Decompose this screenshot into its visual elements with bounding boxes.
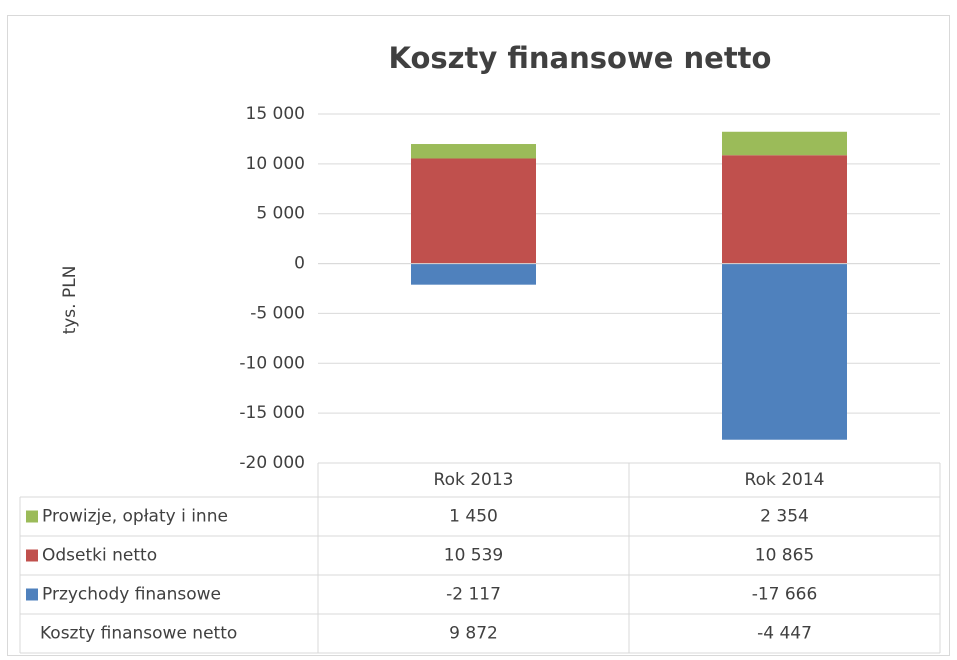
legend-label: Odsetki netto xyxy=(42,546,157,566)
legend-key xyxy=(26,510,38,523)
table-value: 9 872 xyxy=(449,624,498,644)
table-value: -4 447 xyxy=(757,624,812,644)
legend-label: Prowizje, opłaty i inne xyxy=(42,507,228,527)
table-value: 1 450 xyxy=(449,507,498,527)
chart-title: Koszty finansowe netto xyxy=(389,41,772,75)
bar-segment xyxy=(411,158,536,264)
bar-segment xyxy=(722,131,847,156)
y-tick-label: 5 000 xyxy=(256,204,305,224)
bar-segment xyxy=(411,263,536,285)
y-tick-label: 0 xyxy=(294,254,305,274)
y-tick-label: -20 000 xyxy=(239,453,305,473)
table-value: -2 117 xyxy=(446,585,501,605)
bar-segment xyxy=(411,144,536,159)
y-tick-label: 10 000 xyxy=(246,154,305,174)
table-value: 10 539 xyxy=(444,546,503,566)
legend-key xyxy=(26,549,38,562)
table-value: -17 666 xyxy=(752,585,818,605)
y-axis-label: tys. PLN xyxy=(60,266,80,335)
y-tick-label: -5 000 xyxy=(250,303,305,323)
bar-segment xyxy=(722,263,847,440)
legend-key xyxy=(26,588,38,601)
y-tick-label: -15 000 xyxy=(239,403,305,423)
legend-label: Przychody finansowe xyxy=(42,585,221,605)
table-value: 2 354 xyxy=(760,507,809,527)
bar-segment xyxy=(722,155,847,264)
legend-label: Koszty finansowe netto xyxy=(40,624,237,644)
category-label: Rok 2014 xyxy=(745,470,825,490)
y-tick-label: 15 000 xyxy=(246,104,305,124)
table-value: 10 865 xyxy=(755,546,814,566)
category-label: Rok 2013 xyxy=(434,470,514,490)
y-tick-label: -10 000 xyxy=(239,353,305,373)
